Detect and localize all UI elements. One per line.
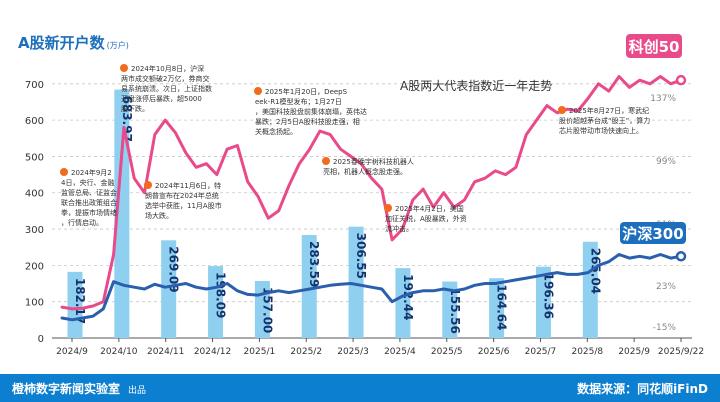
y-tick-label: 600 [25, 116, 44, 127]
x-tick-label: 2025/1 [244, 347, 276, 357]
bar-value-label: 192.44 [401, 274, 415, 320]
footer-source: 数据来源：同花顺iFinD [577, 382, 708, 396]
y-tick-label: 0 [38, 334, 44, 345]
y-tick-label: 500 [25, 152, 44, 163]
annotation-dot [60, 168, 68, 176]
bar-value-label: 157.00 [260, 287, 274, 333]
annotation-text: 2024年9月2 4日，央行、金融监管总局、证监会联合推出政策组合拳，提振市场情绪… [61, 168, 117, 227]
bar [442, 281, 458, 338]
annotation-text: 2024年11月6日，特朗普宣布在2024年总统选举中获胜，11月A股市场大跌。 [145, 181, 222, 220]
annotation-dot [144, 181, 152, 189]
x-tick-label: 2025/6 [478, 347, 510, 357]
x-tick-label: 2025/8 [571, 347, 603, 357]
pct-tick-label: 99% [656, 157, 676, 167]
legend-hs300: 沪深300 [620, 222, 686, 244]
annotation-text: 2025年1月20日，DeepS eek-R1模型发布；1月27日，美国科技股盘前… [255, 87, 367, 136]
bar-value-label: 265.04 [588, 248, 602, 294]
pct-tick-label: 137% [650, 94, 676, 104]
annotation-dot [120, 64, 128, 72]
line-series [60, 74, 687, 322]
x-tick-label: 2025/2 [290, 347, 322, 357]
footer-lab: 橙柿数字新闻实验室 出品 [12, 382, 147, 396]
pct-tick-label: 23% [656, 282, 676, 292]
bar [348, 226, 364, 338]
x-tick-label: 2025/4 [384, 347, 416, 357]
x-tick-label: 2025/9/22 [658, 347, 704, 357]
annotation-text: 2025年4月2日，美国加征关税，A股暴跌，外资流冲击。 [385, 204, 467, 233]
annotation-text: 2025春晚宇树科技机器人亮相，机器人概念股走强。 [323, 157, 414, 176]
x-tick-label: 2025/3 [337, 347, 369, 357]
y-tick-label: 100 [25, 298, 44, 309]
chart-subtitle: A股两大代表指数近一年走势 [400, 78, 552, 93]
bar-value-label: 164.64 [495, 284, 509, 330]
y-axis: 0 100 200 300 400 500 600 700 [25, 80, 44, 345]
series-line [60, 75, 683, 311]
annotation-dot [322, 157, 330, 165]
x-tick-label: 2025/5 [431, 347, 463, 357]
y-tick-label: 700 [25, 80, 44, 91]
series-end-point [675, 74, 687, 86]
bar [114, 89, 130, 338]
svg-text:沪深300: 沪深300 [622, 225, 683, 243]
series-line [60, 253, 683, 322]
annotation-text: 2025年8月27日，寒武纪股价超越茅台成“股王”，算力芯片股带动市场快速向上。 [559, 106, 650, 135]
bar-value-label: 155.56 [448, 288, 462, 334]
bar-value-label: 182.17 [73, 278, 87, 324]
x-tick-label: 2024/12 [194, 347, 231, 357]
chart-title: A股新开户数 (万户) [18, 34, 129, 52]
annotation-text: 2024年10月8日，沪深两市成交额破2万亿，券商交易系统崩溃。次日，上证指数开… [121, 64, 212, 113]
bar [67, 271, 83, 338]
bar [161, 240, 177, 338]
bar [208, 266, 224, 338]
annotations: 2024年9月2 4日，央行、金融监管总局、证监会联合推出政策组合拳，提振市场情绪… [60, 64, 650, 233]
svg-text:科创50: 科创50 [629, 38, 680, 56]
bar-value-label: 196.36 [541, 273, 555, 319]
y-tick-label: 200 [25, 261, 44, 272]
bar [395, 268, 411, 338]
x-tick-label: 2025/7 [525, 347, 557, 357]
bar-value-label: 198.09 [214, 272, 228, 318]
annotation-dot [558, 106, 566, 114]
bar-value-label: 269.09 [167, 246, 181, 292]
pct-tick-label: -15% [653, 323, 677, 333]
x-axis: 2024/9 2024/10 2024/11 2024/12 2025/1 2025/2 2… [56, 338, 704, 357]
pct-axis: 137%99%61%23%-15% [650, 94, 676, 333]
x-tick-label: 2024/10 [100, 347, 138, 357]
y-tick-label: 400 [25, 189, 44, 200]
footer: 橙柿数字新闻实验室 出品 数据来源：同花顺iFinD [0, 374, 720, 402]
legend-kc50: 科创50 [626, 34, 682, 58]
x-tick-label: 2025/9 [618, 347, 650, 357]
bar [582, 241, 598, 338]
annotation-dot [384, 204, 392, 212]
bar [301, 235, 317, 338]
bar [535, 266, 551, 338]
series-end-point [675, 251, 687, 262]
bar [489, 278, 505, 338]
x-tick-label: 2024/11 [147, 347, 184, 357]
chart-grid [52, 83, 692, 339]
bar-value-label: 306.55 [354, 233, 368, 279]
x-tick-label: 2024/9 [56, 347, 88, 357]
annotation-dot [254, 87, 262, 95]
y-tick-label: 300 [25, 225, 44, 236]
bar-value-label: 283.59 [307, 241, 321, 287]
